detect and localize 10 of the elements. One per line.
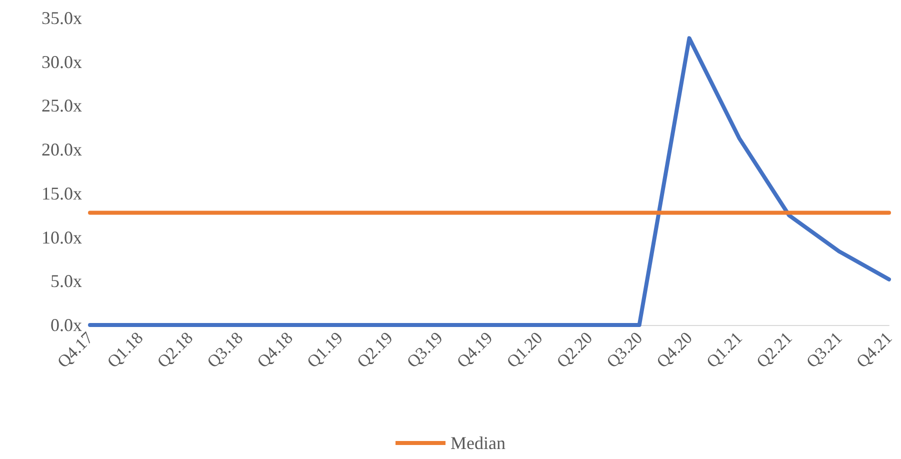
y-tick-label: 15.0x bbox=[42, 183, 82, 204]
y-tick-label: 30.0x bbox=[42, 52, 82, 72]
y-tick-label: 0.0x bbox=[50, 315, 82, 335]
y-tick-label: 5.0x bbox=[50, 271, 82, 292]
y-tick-label: 10.0x bbox=[42, 227, 82, 248]
legend-label: Median bbox=[450, 433, 506, 453]
y-tick-label: 25.0x bbox=[42, 96, 82, 116]
line-series bbox=[88, 36, 891, 327]
y-tick-label: 35.0x bbox=[42, 8, 82, 28]
y-tick-label: 20.0x bbox=[42, 140, 82, 160]
